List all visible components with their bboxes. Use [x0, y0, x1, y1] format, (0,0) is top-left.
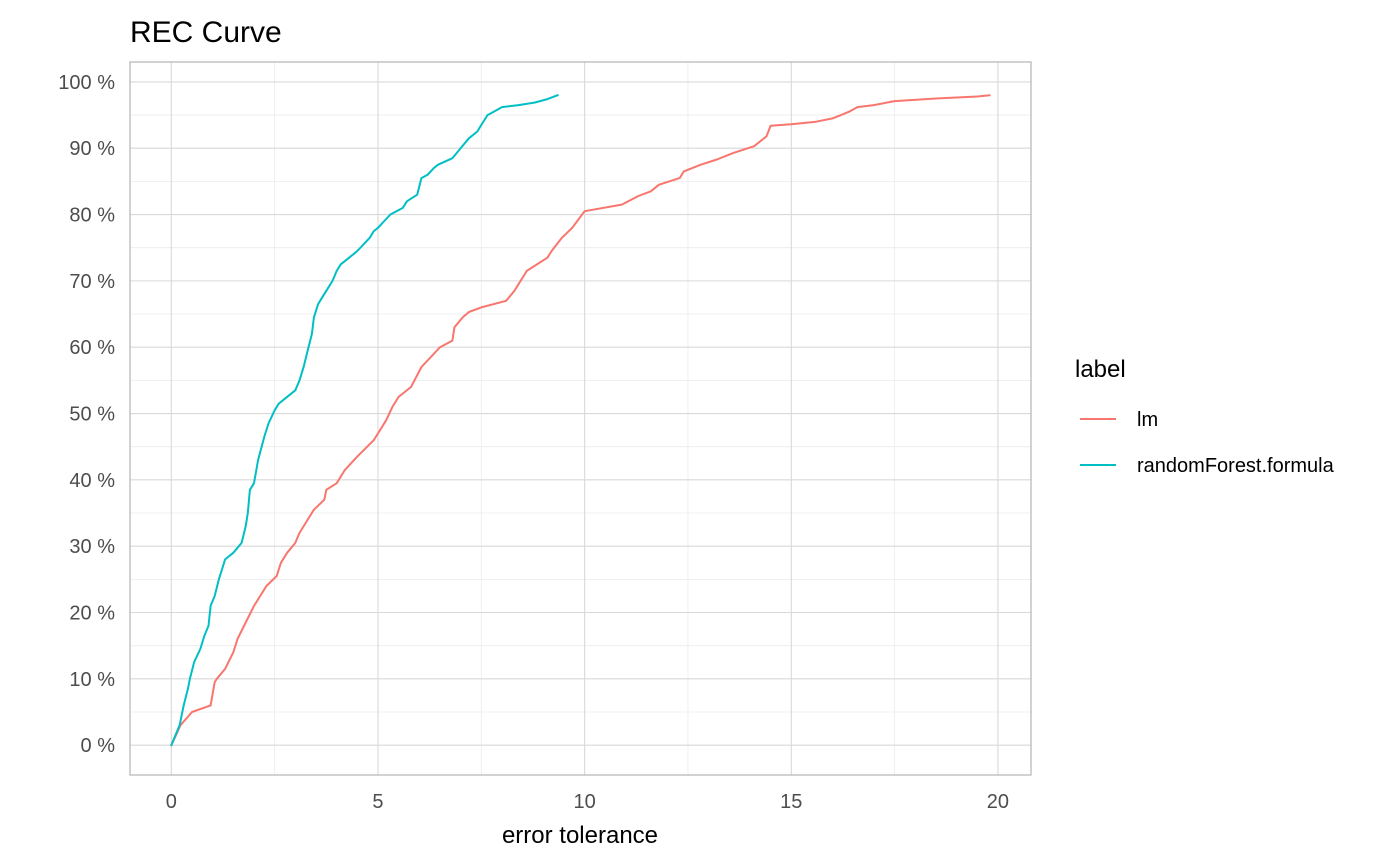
series-lines — [170, 94, 991, 747]
legend-label-randomforest-formula: randomForest.formula — [1137, 455, 1335, 477]
x-tick-label: 5 — [372, 791, 383, 813]
x-axis-title: error tolerance — [502, 822, 658, 849]
y-tick-label: 100 % — [58, 72, 115, 94]
minor-gridlines — [130, 62, 1031, 775]
y-tick-label: 10 % — [69, 669, 115, 691]
series-line-lm — [170, 94, 991, 747]
legend: label lm randomForest.formula — [1075, 356, 1335, 477]
x-tick-label: 20 — [987, 791, 1009, 813]
y-axis-ticks: 0 % 10 % 20 % 30 % 40 % 50 % 60 % 70 % 80 % 90 % 1… — [58, 72, 115, 757]
y-tick-label: 40 % — [69, 470, 115, 492]
y-tick-label: 30 % — [69, 536, 115, 558]
y-tick-label: 80 % — [69, 205, 115, 227]
y-tick-label: 70 % — [69, 271, 115, 293]
major-gridlines — [130, 62, 1031, 775]
x-axis-ticks: 0 5 10 15 20 — [166, 791, 1009, 813]
y-tick-label: 0 % — [81, 735, 116, 757]
y-tick-label: 90 % — [69, 138, 115, 160]
series-line-randomforest-formula — [170, 94, 559, 747]
x-tick-label: 10 — [574, 791, 596, 813]
plot-panel-border — [129, 61, 1032, 776]
y-tick-label: 50 % — [69, 404, 115, 426]
y-tick-label: 60 % — [69, 337, 115, 359]
chart-title: REC Curve — [130, 16, 282, 49]
x-tick-label: 0 — [166, 791, 177, 813]
legend-label-lm: lm — [1137, 409, 1158, 431]
y-tick-label: 20 % — [69, 603, 115, 625]
legend-title: label — [1075, 356, 1126, 383]
x-tick-label: 15 — [780, 791, 802, 813]
